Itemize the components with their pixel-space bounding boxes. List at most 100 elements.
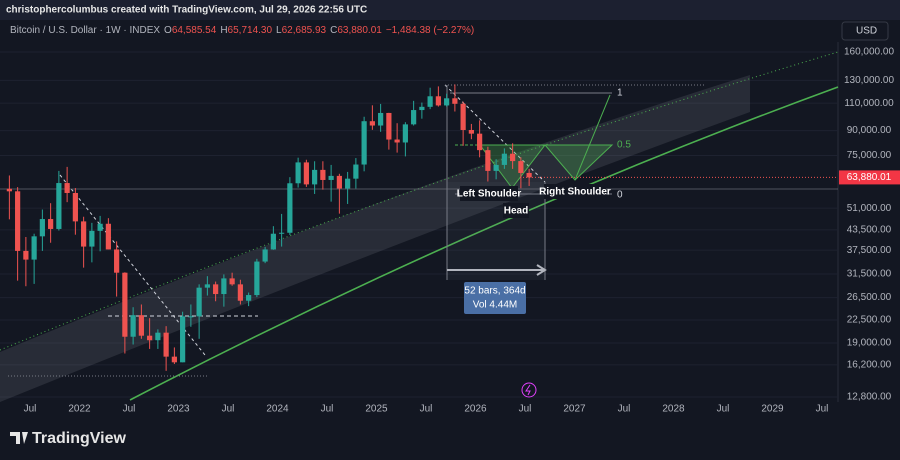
alert-icon[interactable] bbox=[521, 382, 537, 398]
candle-body bbox=[138, 315, 144, 336]
x-tick-label: Jul bbox=[123, 404, 136, 415]
y-tick-label: 12,800.00 bbox=[847, 392, 892, 403]
label-bg bbox=[544, 184, 606, 199]
y-tick-label: 26,500.00 bbox=[847, 292, 892, 303]
candle-body bbox=[303, 162, 309, 185]
candle-body bbox=[163, 332, 169, 357]
x-tick-label: 2023 bbox=[167, 404, 190, 415]
x-tick-label: 2024 bbox=[266, 404, 289, 415]
candle-body bbox=[254, 261, 260, 296]
x-tick-label: 2029 bbox=[761, 404, 784, 415]
candle-body bbox=[526, 172, 532, 178]
candle-body bbox=[328, 175, 334, 180]
candle-body bbox=[320, 169, 326, 180]
range-box bbox=[464, 282, 526, 314]
x-tick-label: 2025 bbox=[365, 404, 388, 415]
candle-body bbox=[122, 272, 128, 337]
brand: TradingView bbox=[32, 430, 127, 447]
candle-body bbox=[196, 287, 202, 317]
candle-body bbox=[435, 96, 441, 106]
candle-body bbox=[204, 284, 210, 288]
y-tick-label: 22,500.00 bbox=[847, 315, 892, 326]
x-tick-label: 2028 bbox=[662, 404, 685, 415]
brand-logo bbox=[10, 432, 28, 444]
candle-body bbox=[246, 295, 252, 301]
ohlc-value: 65,714.30 bbox=[228, 25, 273, 36]
candle-body bbox=[518, 161, 524, 173]
candle-body bbox=[6, 188, 12, 192]
candle-body bbox=[81, 221, 87, 247]
candle-body bbox=[485, 150, 491, 171]
candle-body bbox=[213, 284, 219, 295]
candle-body bbox=[279, 232, 285, 234]
candle-body bbox=[419, 106, 425, 111]
range-arrowhead bbox=[536, 264, 547, 276]
currency: USD bbox=[856, 26, 877, 37]
candle-body bbox=[114, 249, 120, 273]
candle-body bbox=[89, 230, 95, 247]
y-axis: 160,000.00 130,000.00 110,000.00 90,000.00 7… bbox=[844, 47, 894, 403]
fib-label: 0 bbox=[617, 190, 623, 201]
candles bbox=[6, 84, 532, 371]
change: −1,484.38 (−2.27%) bbox=[386, 25, 474, 36]
fib-label: 1 bbox=[617, 88, 623, 99]
candle-body bbox=[72, 192, 78, 222]
candle-body bbox=[31, 236, 37, 260]
y-tick-label: 90,000.00 bbox=[847, 125, 892, 136]
candle-body bbox=[361, 121, 367, 165]
label-bg bbox=[503, 203, 529, 218]
candle-body bbox=[378, 112, 384, 126]
last-price-label: 63,880.01 bbox=[847, 172, 892, 183]
candle-body bbox=[295, 162, 301, 184]
fib-label: 0.5 bbox=[617, 140, 631, 151]
top-bar bbox=[0, 0, 900, 20]
candle-body bbox=[39, 219, 45, 237]
candle-body bbox=[510, 153, 516, 162]
y-tick-label: 31,500.00 bbox=[847, 269, 892, 280]
currency-box[interactable] bbox=[841, 21, 889, 41]
y-tick-label: 37,500.00 bbox=[847, 245, 892, 256]
x-tick-label: Jul bbox=[222, 404, 235, 415]
x-axis: Jul 2022 Jul 2023 Jul 2024 Jul 2025 Jul 2026 Jul 20… bbox=[24, 404, 829, 415]
ohlc-value: 62,685.93 bbox=[282, 25, 327, 36]
y-tick-label: 51,000.00 bbox=[847, 203, 892, 214]
ohlc-key: C bbox=[330, 25, 337, 36]
candle-body bbox=[237, 284, 243, 301]
trendline bbox=[129, 86, 839, 401]
y-tick-label: 75,000.00 bbox=[847, 150, 892, 161]
candle-body bbox=[147, 335, 153, 341]
candle-body bbox=[468, 129, 474, 134]
y-tick-label: 16,200.00 bbox=[847, 359, 892, 370]
candle-body bbox=[23, 250, 29, 260]
footer bbox=[0, 418, 900, 460]
candle-body bbox=[130, 315, 136, 337]
candle-body bbox=[97, 223, 103, 231]
candle-body bbox=[427, 96, 433, 107]
candle-body bbox=[188, 316, 194, 318]
symbol: Bitcoin / U.S. Dollar · 1W · INDEX bbox=[10, 25, 160, 36]
candle-body bbox=[48, 219, 54, 229]
candle-body bbox=[444, 98, 450, 106]
last-price-box bbox=[839, 170, 900, 185]
candle-body bbox=[105, 223, 111, 250]
candle-body bbox=[171, 356, 177, 363]
x-tick-label: Jul bbox=[816, 404, 829, 415]
x-tick-label: Jul bbox=[24, 404, 37, 415]
x-tick-label: Jul bbox=[618, 404, 631, 415]
x-tick-label: Jul bbox=[321, 404, 334, 415]
alert-bolt bbox=[525, 384, 531, 396]
ohlc-key: L bbox=[276, 25, 282, 36]
candle-body bbox=[477, 133, 483, 151]
y-tick-label: 160,000.00 bbox=[844, 47, 894, 58]
candle-body bbox=[64, 183, 70, 193]
label-bg bbox=[460, 186, 518, 201]
candle-body bbox=[56, 183, 62, 229]
projection-line bbox=[574, 94, 611, 181]
candle-body bbox=[501, 153, 507, 165]
y-tick-label: 19,000.00 bbox=[847, 338, 892, 349]
x-tick-label: Jul bbox=[717, 404, 730, 415]
author-line: christophercolumbus created with Trading… bbox=[6, 5, 367, 16]
candle-body bbox=[345, 178, 351, 189]
